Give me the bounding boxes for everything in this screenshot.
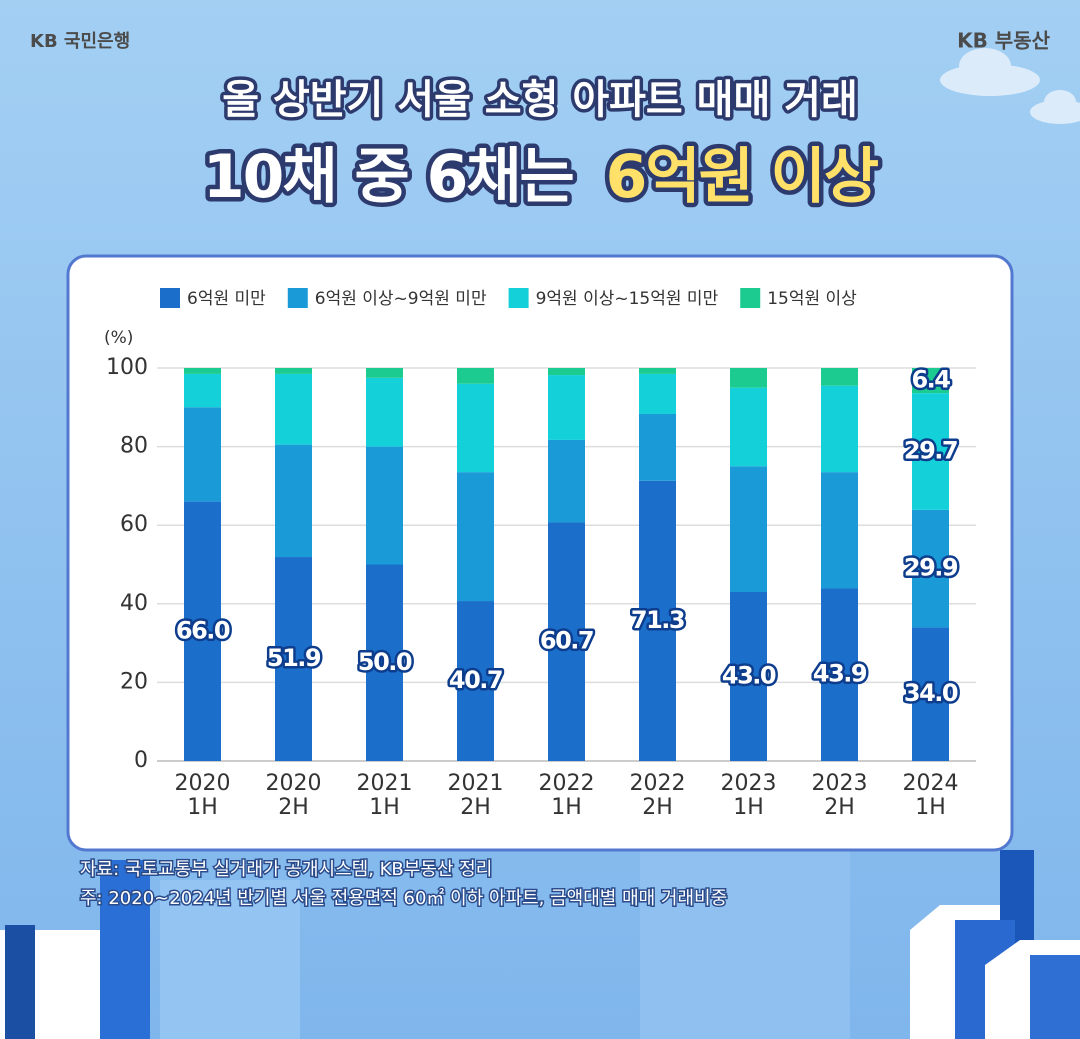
data-label: 60.7 xyxy=(540,627,593,655)
y-axis-label: (%) xyxy=(104,328,133,348)
bar-segment xyxy=(912,509,949,628)
bar-segment xyxy=(548,368,585,376)
bar-segment xyxy=(184,373,221,408)
legend-label: 9억원 이상~15억원 미만 xyxy=(536,289,719,309)
subtitle-highlight: 6억원 이상 xyxy=(606,142,879,212)
x-tick-label: 2022 xyxy=(539,771,595,796)
x-tick-label: 2024 xyxy=(903,771,959,796)
bar-segment xyxy=(457,383,494,473)
bar-segment xyxy=(275,368,312,374)
buildings xyxy=(0,840,1080,1039)
subtitle-part: 10채 중 6채는 xyxy=(203,142,574,212)
bar-segment xyxy=(639,368,676,374)
y-tick-label: 0 xyxy=(134,748,148,773)
bar-segment xyxy=(912,627,949,761)
data-label: 66.0 xyxy=(176,616,230,644)
x-tick-label: 2020 xyxy=(266,771,322,796)
bar-segment xyxy=(548,522,585,761)
legend-swatch xyxy=(160,288,180,308)
data-label: 6.4 xyxy=(911,366,950,394)
y-tick-label: 80 xyxy=(120,434,148,459)
bar-segment xyxy=(366,446,403,565)
bar-segment xyxy=(639,413,676,481)
x-tick-label: 1H xyxy=(369,795,400,820)
bar-segment xyxy=(548,439,585,523)
chart-subtitle: 10채 중 6채는 6억원 이상 xyxy=(203,142,879,212)
chart-title: 올 상반기 서울 소형 아파트 매매 거래 xyxy=(222,77,858,123)
bar-segment xyxy=(184,501,221,761)
bar-segment xyxy=(184,368,221,374)
bar-segment xyxy=(275,444,312,558)
x-tick-label: 1H xyxy=(733,795,764,820)
legend-swatch xyxy=(740,288,761,308)
x-tick-label: 2H xyxy=(642,795,673,820)
x-tick-label: 2023 xyxy=(721,771,777,796)
bar-segment xyxy=(912,368,949,394)
bar-segment xyxy=(639,373,676,414)
bar-segment xyxy=(730,368,767,388)
bar-segment xyxy=(548,375,585,440)
y-tick-label: 60 xyxy=(120,512,148,537)
bar-segment xyxy=(821,588,858,761)
bar-segment xyxy=(912,393,949,510)
clouds xyxy=(940,48,1080,124)
x-tick-label: 2H xyxy=(824,795,855,820)
footnote: 주: 2020~2024년 반기별 서울 전용면적 60㎡ 이하 아파트, 금액… xyxy=(80,887,727,909)
legend-label: 15억원 이상 xyxy=(767,289,857,309)
bar-segment xyxy=(730,592,767,761)
y-tick-label: 100 xyxy=(106,355,148,380)
bar-segment xyxy=(366,368,403,378)
y-tick-label: 40 xyxy=(120,591,148,616)
data-label: 71.3 xyxy=(631,606,684,634)
bar-segment xyxy=(366,564,403,761)
data-label: 40.7 xyxy=(449,666,502,694)
data-label: 50.0 xyxy=(358,648,412,676)
bar-segment xyxy=(457,601,494,761)
legend-swatch xyxy=(508,288,529,308)
data-label: 51.9 xyxy=(267,644,321,672)
bar-segment xyxy=(366,377,403,447)
data-label: 29.7 xyxy=(904,437,957,465)
x-tick-label: 2021 xyxy=(448,771,504,796)
legend-swatch xyxy=(287,288,308,308)
bar-segment xyxy=(275,373,312,445)
bar-segment xyxy=(457,472,494,602)
x-tick-label: 2022 xyxy=(630,771,686,796)
data-label: 43.0 xyxy=(722,662,776,690)
bar-segment xyxy=(457,368,494,384)
x-tick-label: 2021 xyxy=(357,771,413,796)
source-note: 자료: 국토교통부 실거래가 공개시스템, KB부동산 정리 xyxy=(80,859,492,880)
plot: 0 20 40 60 80 100 6억원 미만 6억원 이상~9억원 미만 9억원 이상~15… xyxy=(106,288,976,820)
bar-segment xyxy=(730,466,767,593)
bar-segment xyxy=(184,407,221,502)
bar-segment xyxy=(275,557,312,761)
bar-segment xyxy=(730,387,767,467)
x-tick-label: 2H xyxy=(278,795,309,820)
brand-left: KB 국민은행 xyxy=(30,31,130,52)
x-tick-label: 1H xyxy=(187,795,218,820)
x-tick-label: 2023 xyxy=(812,771,868,796)
legend-label: 6억원 이상~9억원 미만 xyxy=(315,289,487,309)
data-label: 29.9 xyxy=(904,554,958,582)
bar-segment xyxy=(821,472,858,589)
y-tick-label: 20 xyxy=(120,669,148,694)
data-label: 34.0 xyxy=(904,679,958,707)
x-tick-label: 1H xyxy=(915,795,946,820)
bar-segment xyxy=(639,480,676,761)
x-tick-label: 2020 xyxy=(175,771,231,796)
bar-segment xyxy=(821,385,858,473)
x-tick-label: 1H xyxy=(551,795,582,820)
bar-segment xyxy=(821,368,858,386)
brand-right: KB 부동산 xyxy=(957,29,1051,53)
data-label: 43.9 xyxy=(813,660,867,688)
legend-label: 6억원 미만 xyxy=(187,289,266,309)
x-tick-label: 2H xyxy=(460,795,491,820)
